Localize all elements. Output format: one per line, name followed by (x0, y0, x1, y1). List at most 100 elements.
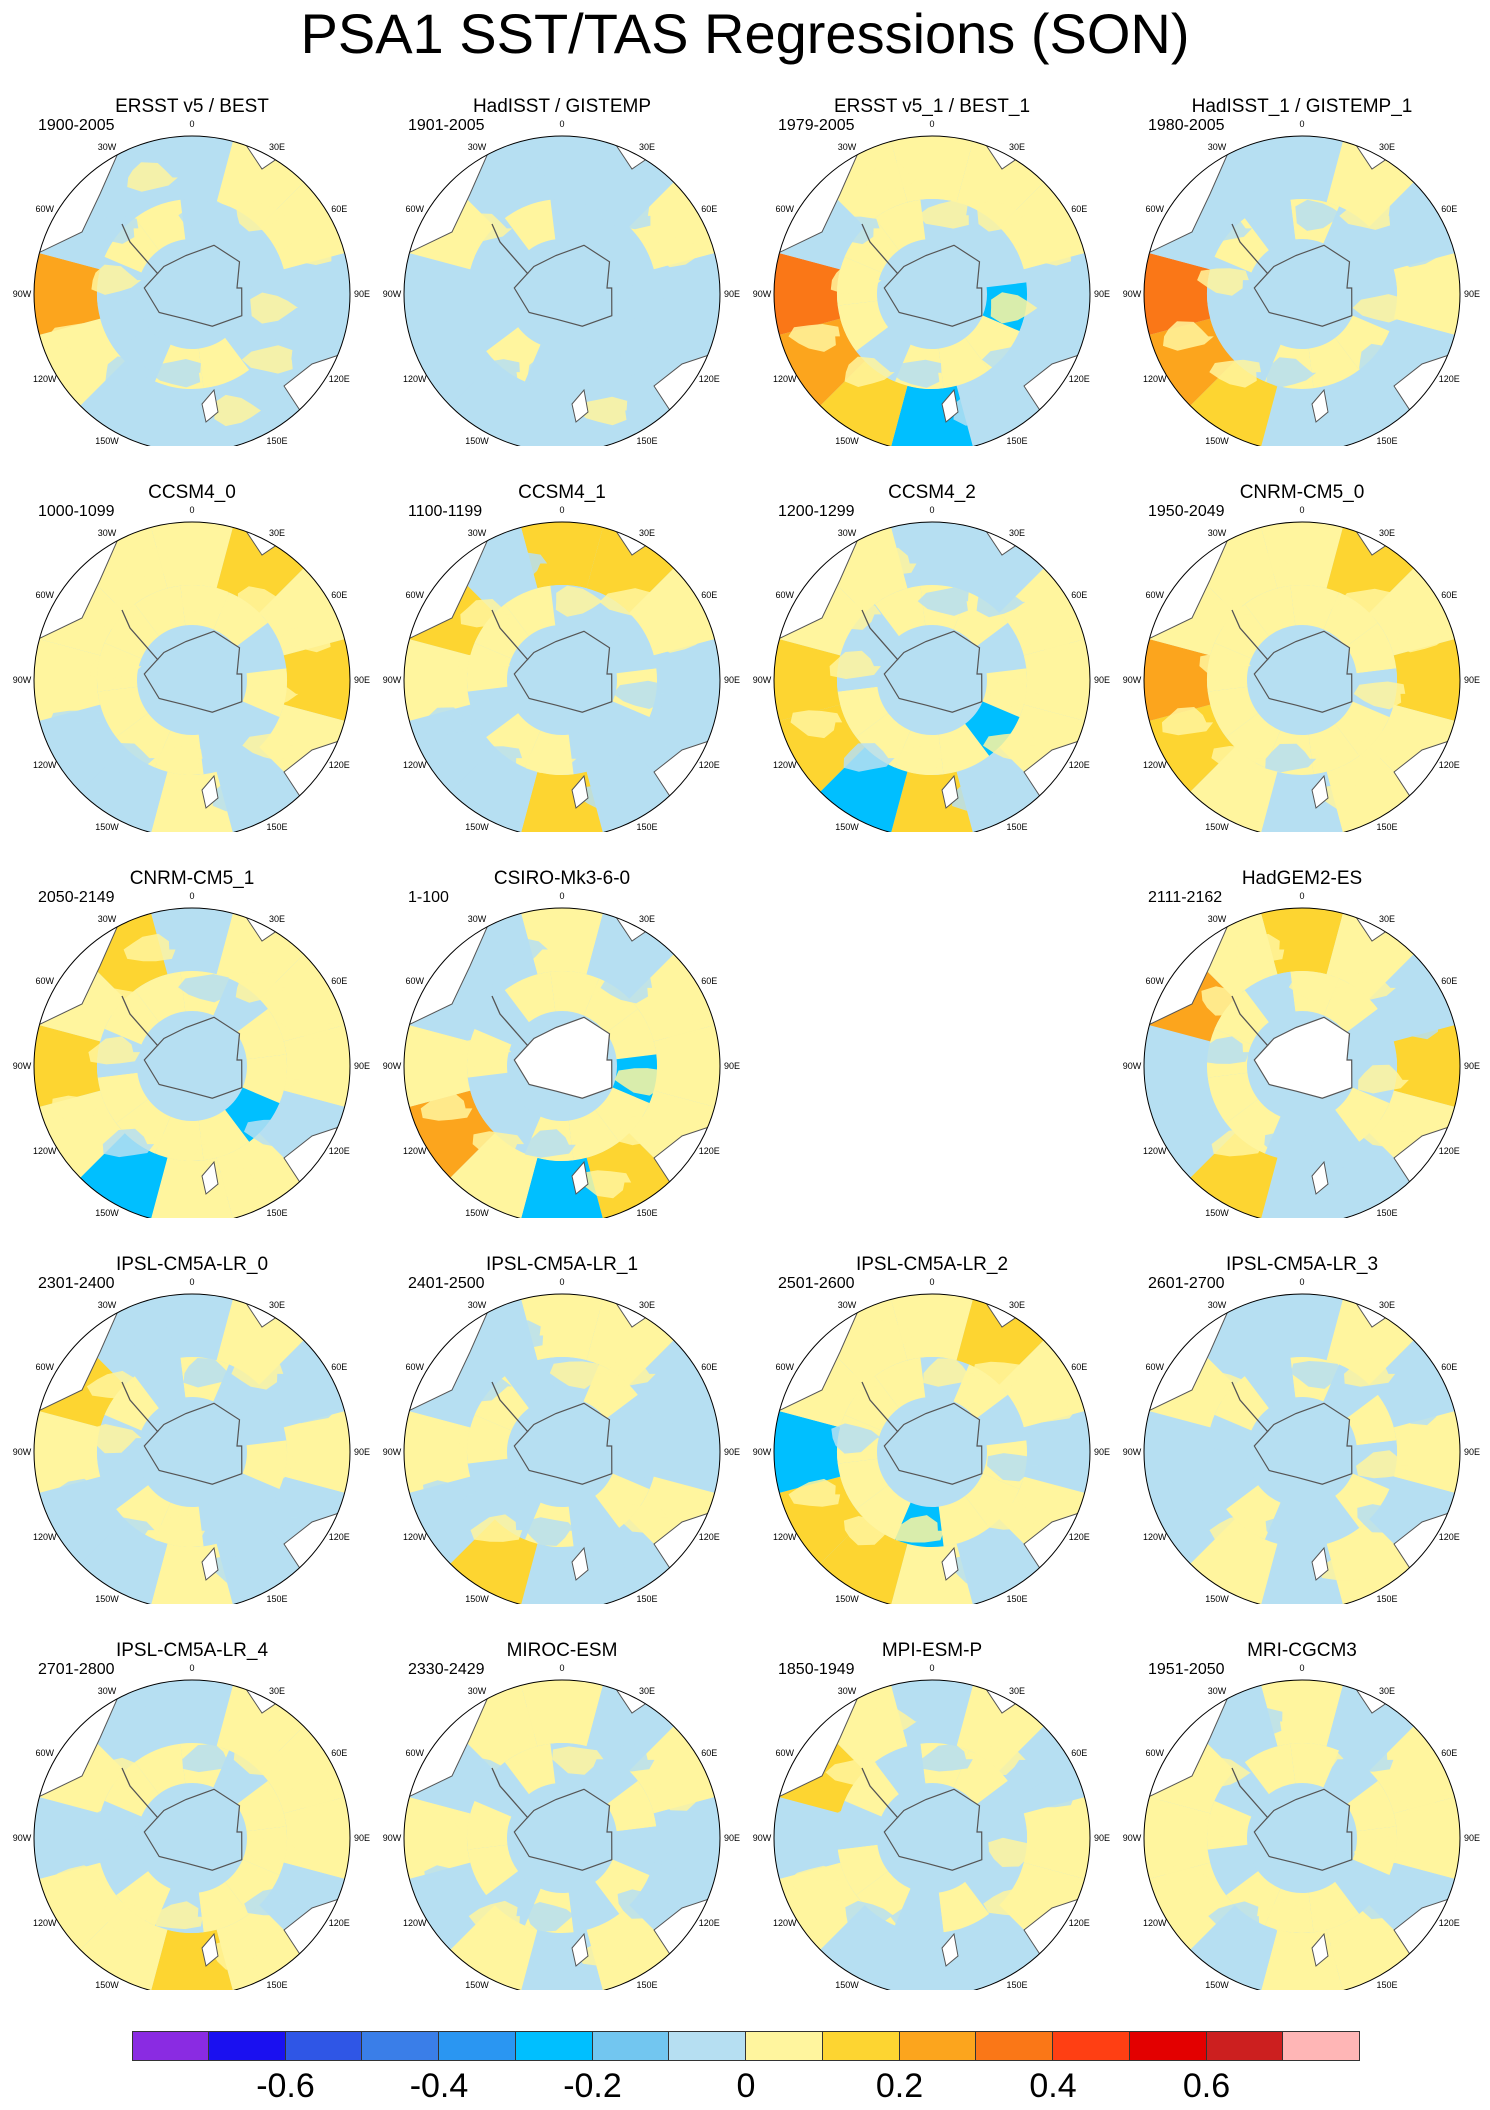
longitude-label: 150W (95, 1208, 119, 1218)
field-sector (999, 704, 1087, 794)
field-blob (1394, 1396, 1447, 1426)
field-blob (1357, 1504, 1409, 1533)
longitude-label: 150W (465, 1980, 489, 1990)
field-sector (774, 1410, 841, 1494)
longitude-label: 0 (189, 1663, 194, 1673)
field-sector (448, 361, 538, 446)
field-sector (504, 1357, 556, 1409)
field-sector (975, 1394, 1027, 1446)
panel-years: 2601-2700 (1148, 1275, 1225, 1292)
field-blob (972, 1361, 1025, 1390)
field-blob (245, 1453, 298, 1482)
panel-title: MRI-CGCM3 (1247, 1640, 1357, 1661)
field-sector (1144, 252, 1211, 336)
longitude-label: 150E (636, 436, 657, 446)
field-blob (525, 743, 577, 773)
antarctica-outline (1253, 630, 1353, 713)
field-sector (1226, 327, 1281, 382)
antarctica-outline (1253, 1402, 1353, 1485)
field-blob (456, 267, 508, 296)
field-blob (600, 975, 653, 1004)
field-sector (595, 1087, 650, 1142)
field-blob (866, 162, 918, 192)
longitude-label: 30E (269, 1300, 285, 1310)
field-blob (283, 1779, 336, 1808)
field-blob (618, 730, 669, 761)
longitude-label: 0 (559, 1277, 564, 1287)
new-zealand-outline (571, 774, 589, 809)
field-blob (463, 1756, 511, 1789)
peninsula-outline (121, 223, 159, 275)
field-blob (617, 1450, 669, 1479)
field-blob (1162, 1094, 1214, 1124)
field-sector (818, 1905, 908, 1990)
panel-years: 2401-2500 (408, 1275, 485, 1292)
longitude-label: 90E (354, 1061, 370, 1071)
peninsula-outline (1231, 223, 1269, 275)
field-sector (956, 361, 1046, 446)
field-blob (105, 356, 155, 388)
field-blob (892, 1515, 944, 1543)
polar-map: 030E60E90E120E150E180150W120W90W60W30W (383, 505, 740, 832)
longitude-label: 0 (559, 119, 564, 129)
longitude-label: 30E (1379, 914, 1395, 924)
longitude-label: 150E (266, 822, 287, 832)
field-blob (554, 971, 604, 1002)
field-blob (1022, 1779, 1075, 1808)
longitude-label: 120W (773, 1918, 797, 1928)
panel-title: IPSL-CM5A-LR_1 (485, 1254, 639, 1275)
field-sector (97, 1844, 149, 1896)
antarctica-outline (1253, 244, 1353, 327)
field-sector (116, 1871, 171, 1926)
longitude-label: 30E (1379, 528, 1395, 538)
panel-years: 1-100 (408, 889, 449, 906)
longitude-label: 30E (1379, 1686, 1395, 1696)
new-zealand-outline (201, 388, 219, 423)
field-sector (975, 236, 1027, 288)
longitude-label: 150W (1205, 1980, 1229, 1990)
field-blob (212, 781, 263, 812)
field-layer (404, 1294, 720, 1604)
longitude-label: 60W (776, 1748, 795, 1758)
longitude-label: 90E (354, 1833, 370, 1843)
field-sector (134, 585, 186, 637)
field-blob (423, 320, 474, 352)
field-sector (225, 1473, 280, 1528)
field-blob (579, 1552, 632, 1581)
longitude-label: 120E (699, 760, 720, 770)
longitude-label: 120W (33, 1146, 57, 1156)
field-blob (491, 1707, 543, 1736)
field-sector (1393, 1796, 1460, 1880)
longitude-label: 30E (269, 142, 285, 152)
map-border (33, 1679, 351, 1990)
colorbar-tick-label: 0.6 (1182, 2067, 1231, 2105)
field-sector (448, 1905, 538, 1990)
field-sector (235, 1780, 287, 1832)
panel-years: 1951-2050 (1148, 1661, 1225, 1678)
field-blob (1234, 165, 1287, 194)
colorbar-swatch (669, 2031, 746, 2061)
colorbar-swatch (362, 2031, 439, 2061)
map-border (773, 1679, 1091, 1990)
polar-map: 030E60E90E120E150E180150W120W90W60W30W (1123, 119, 1480, 446)
field-sector (283, 1410, 350, 1494)
field-sector (134, 1357, 186, 1409)
field-sector (448, 747, 538, 832)
field-sector (216, 1519, 306, 1604)
field-blob (1209, 1514, 1262, 1543)
field-blob (1396, 622, 1447, 653)
field-blob (1344, 1358, 1396, 1387)
map-panel: IPSL-CM5A-LR_1 2401-2500 0 30E 60E 90E 120E 150… (376, 1254, 748, 1604)
field-sector (818, 747, 908, 832)
field-sector (1144, 1024, 1211, 1108)
field-blob (1358, 1888, 1409, 1920)
antarctica-outline (143, 1016, 243, 1099)
peninsula-outline (491, 1381, 529, 1433)
field-sector (595, 1473, 650, 1528)
field-sector (34, 1410, 101, 1494)
field-sector (97, 1072, 149, 1124)
map-border (33, 135, 351, 446)
figure-title: PSA1 SST/TAS Regressions (SON) (300, 2, 1190, 65)
field-sector (999, 1476, 1087, 1566)
panel-years: 2330-2429 (408, 1661, 485, 1678)
